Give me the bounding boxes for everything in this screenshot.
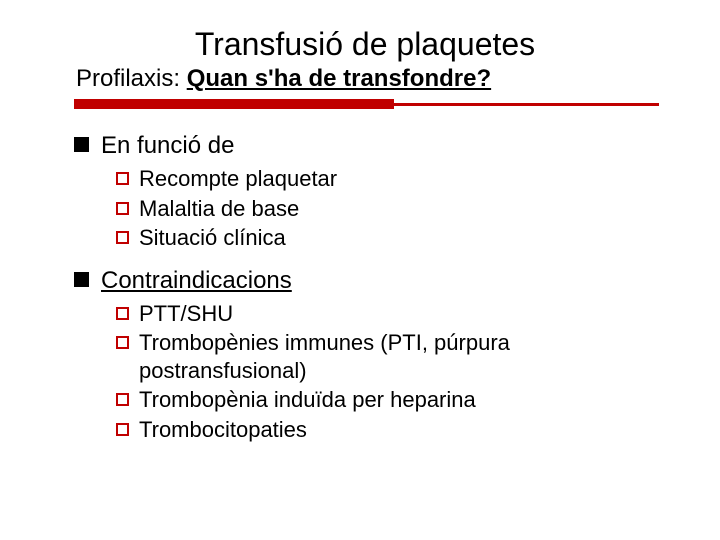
square-filled-icon <box>74 272 89 287</box>
slide: Transfusió de plaquetes Profilaxis: Quan… <box>0 0 720 540</box>
subtitle-bold: Quan s'ha de transfondre? <box>187 65 491 92</box>
list-item-label: Contraindicacions <box>101 266 292 296</box>
list-item: Situació clínica <box>116 224 660 252</box>
underline-thick <box>74 99 394 109</box>
square-outline-icon <box>116 231 129 244</box>
sublist: Recompte plaquetar Malaltia de base Situ… <box>116 165 660 252</box>
list-item-label: Malaltia de base <box>139 195 299 223</box>
sublist: PTT/SHU Trombopènies immunes (PTI, púrpu… <box>116 300 660 444</box>
square-outline-icon <box>116 202 129 215</box>
square-outline-icon <box>116 393 129 406</box>
list-item: En funció de <box>74 131 660 161</box>
list-item-label: En funció de <box>101 131 234 161</box>
list-item: Trombopènia induïda per heparina <box>116 386 660 414</box>
list-item-label: Situació clínica <box>139 224 286 252</box>
list-item: Recompte plaquetar <box>116 165 660 193</box>
list-item: PTT/SHU <box>116 300 660 328</box>
square-outline-icon <box>116 423 129 436</box>
list-item-label: Recompte plaquetar <box>139 165 337 193</box>
list-item-label: Trombopènies immunes (PTI, púrpura postr… <box>139 329 639 384</box>
list-item: Trombopènies immunes (PTI, púrpura postr… <box>116 329 660 384</box>
list-item: Malaltia de base <box>116 195 660 223</box>
slide-subtitle: Profilaxis: Quan s'ha de transfondre? <box>70 65 660 93</box>
square-outline-icon <box>116 172 129 185</box>
list-item: Trombocitopaties <box>116 416 660 444</box>
underline-thin <box>394 103 659 106</box>
list-item-label: Trombocitopaties <box>139 416 307 444</box>
square-filled-icon <box>74 137 89 152</box>
subtitle-plain: Profilaxis: <box>76 65 187 92</box>
square-outline-icon <box>116 307 129 320</box>
title-underline <box>74 99 659 109</box>
list-item-label: Trombopènia induïda per heparina <box>139 386 476 414</box>
square-outline-icon <box>116 336 129 349</box>
content-area: En funció de Recompte plaquetar Malaltia… <box>70 131 660 443</box>
slide-title: Transfusió de plaquetes <box>70 20 660 63</box>
list-item-label: PTT/SHU <box>139 300 233 328</box>
list-item: Contraindicacions <box>74 266 660 296</box>
